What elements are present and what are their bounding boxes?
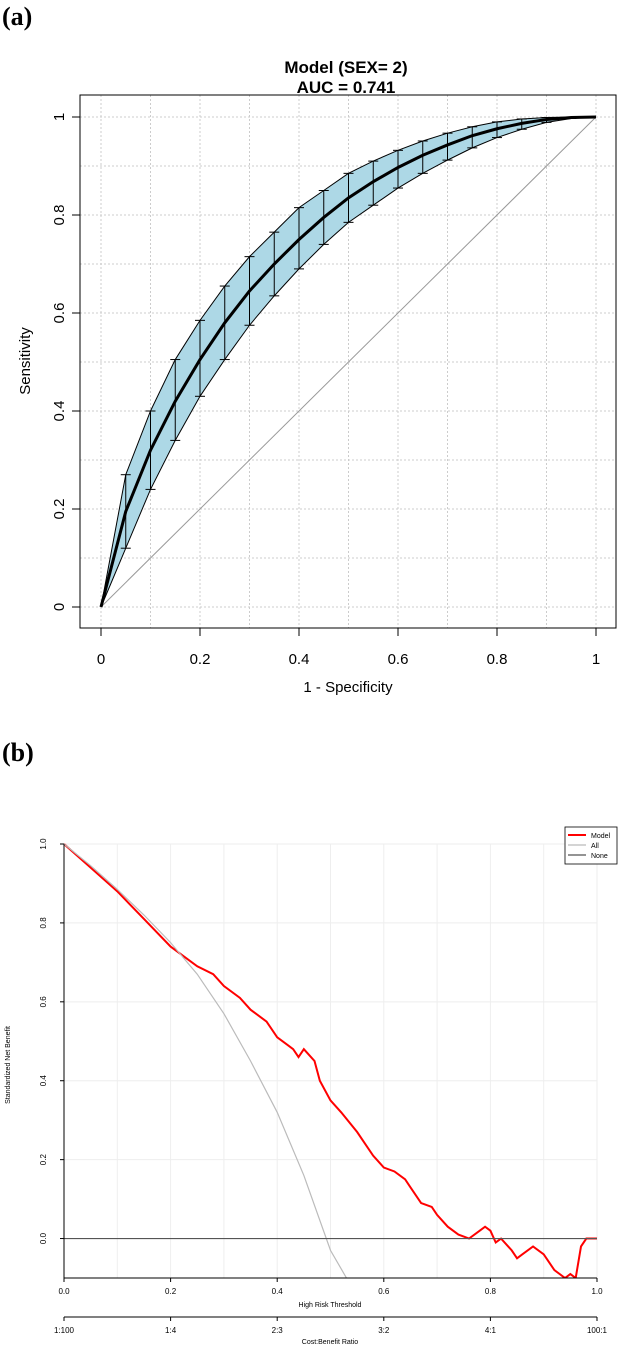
y-tick-label: 0.2 [39, 1154, 48, 1166]
secondary-x-tick-label: 100:1 [587, 1326, 608, 1335]
x-axis-label: 1 - Specificity [303, 679, 393, 696]
x-tick-label: 0.2 [165, 1287, 177, 1296]
decision-curve-chart: 0.0 0.2 0.4 0.6 0.8 1.0 0.0 0.2 0.4 0.6 0.8 1.0 1:10… [5, 826, 618, 1346]
x-axis-label: High Risk Threshold [299, 1302, 362, 1309]
y-tick-label: 0.8 [39, 917, 48, 929]
series-line-all [64, 843, 348, 1278]
x-tick-label: 0.0 [58, 1287, 70, 1296]
panel-b-label: (b) [2, 738, 34, 767]
panel-a-label: (a) [2, 2, 33, 31]
secondary-x-axis-label: Cost:Benefit Ratio [302, 1339, 359, 1346]
secondary-x-tick-label: 3:2 [378, 1326, 390, 1335]
y-tick-label: 1.0 [39, 838, 48, 850]
x-tick-label: 0.8 [487, 651, 508, 668]
roc-curve [99, 115, 597, 608]
series-line-model [64, 843, 597, 1278]
secondary-x-tick-label: 4:1 [485, 1326, 497, 1335]
y-tick-label: 0.8 [51, 205, 68, 226]
y-tick-label: 0.6 [51, 303, 68, 324]
y-tick-label: 0 [51, 603, 68, 611]
y-tick-label: 0.6 [39, 996, 48, 1008]
y-tick-label: 0.2 [51, 499, 68, 520]
y-tick-label: 0.4 [51, 401, 68, 422]
y-tick-label: 1 [51, 113, 68, 121]
x-tick-label: 0.8 [485, 1287, 497, 1296]
y-tick-label: 0.4 [39, 1075, 48, 1087]
x-tick-label: 0.6 [378, 1287, 390, 1296]
y-axis-label: Standardized Net Benefit [5, 1026, 12, 1104]
x-tick-label: 0 [97, 651, 105, 668]
y-tick-label: 0.0 [39, 1232, 48, 1244]
legend-box [564, 826, 618, 865]
x-tick-label: 0.4 [289, 651, 310, 668]
chart-title: Model (SEX= 2) [284, 58, 407, 77]
legend-label-none: None [591, 853, 608, 860]
x-tick-label: 1.0 [591, 1287, 603, 1296]
legend-label-model: Model [591, 833, 611, 840]
secondary-x-tick-label: 1:4 [165, 1326, 177, 1335]
x-tick-label: 0.6 [388, 651, 409, 668]
roc-chart: 0 0.2 0.4 0.6 0.8 1 0 0.2 0.4 0.6 0.8 1 1 - Specific… [17, 58, 617, 696]
legend-label-all: All [591, 843, 599, 850]
plot-frame [79, 94, 617, 629]
chart-subtitle: AUC = 0.741 [297, 78, 396, 97]
secondary-x-tick-label: 2:3 [272, 1326, 284, 1335]
y-axis-label: Sensitivity [17, 327, 34, 395]
reference-diagonal [100, 116, 597, 608]
x-tick-label: 0.2 [190, 651, 211, 668]
x-tick-label: 0.4 [272, 1287, 284, 1296]
secondary-x-tick-label: 1:100 [54, 1326, 75, 1335]
x-tick-label: 1 [592, 651, 600, 668]
